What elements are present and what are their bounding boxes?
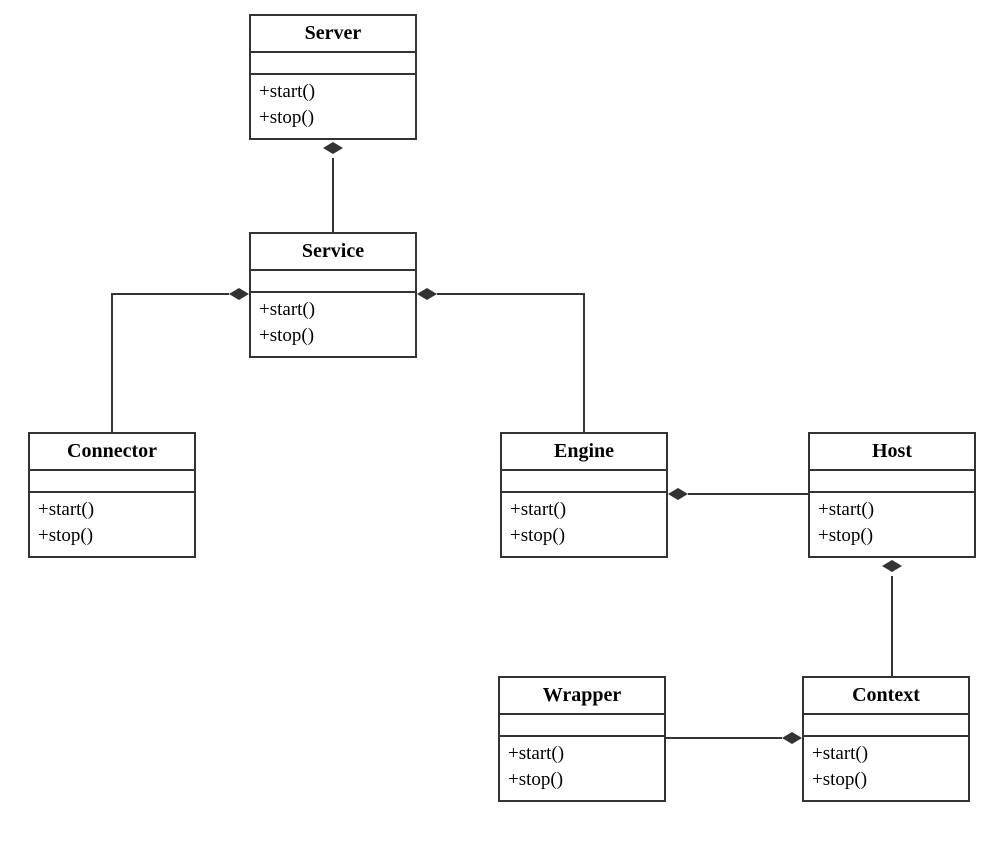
composition-diamond-icon bbox=[782, 732, 802, 744]
composition-diamond-icon bbox=[668, 488, 688, 500]
class-name: Context bbox=[804, 678, 968, 715]
class-name: Server bbox=[251, 16, 415, 53]
class-engine: Engine +start() +stop() bbox=[500, 432, 668, 558]
operation: +start() bbox=[812, 741, 960, 767]
class-attributes bbox=[251, 271, 415, 293]
operation: +stop() bbox=[818, 523, 966, 549]
class-context: Context +start() +stop() bbox=[802, 676, 970, 802]
class-attributes bbox=[500, 715, 664, 737]
class-operations: +start() +stop() bbox=[810, 493, 974, 556]
association-line bbox=[112, 294, 229, 432]
class-operations: +start() +stop() bbox=[804, 737, 968, 800]
operation: +start() bbox=[259, 297, 407, 323]
operation: +stop() bbox=[38, 523, 186, 549]
operation: +start() bbox=[508, 741, 656, 767]
class-connector: Connector +start() +stop() bbox=[28, 432, 196, 558]
composition-diamond-icon bbox=[229, 288, 249, 300]
class-attributes bbox=[30, 471, 194, 493]
class-host: Host +start() +stop() bbox=[808, 432, 976, 558]
class-name: Engine bbox=[502, 434, 666, 471]
association-line bbox=[437, 294, 584, 432]
class-operations: +start() +stop() bbox=[30, 493, 194, 556]
operation: +stop() bbox=[510, 523, 658, 549]
class-attributes bbox=[804, 715, 968, 737]
operation: +start() bbox=[259, 79, 407, 105]
operation: +stop() bbox=[259, 323, 407, 349]
class-service: Service +start() +stop() bbox=[249, 232, 417, 358]
class-wrapper: Wrapper +start() +stop() bbox=[498, 676, 666, 802]
operation: +stop() bbox=[508, 767, 656, 793]
operation: +start() bbox=[818, 497, 966, 523]
class-name: Service bbox=[251, 234, 415, 271]
class-server: Server +start() +stop() bbox=[249, 14, 417, 140]
operation: +start() bbox=[510, 497, 658, 523]
composition-diamond-icon bbox=[882, 560, 902, 572]
operation: +stop() bbox=[259, 105, 407, 131]
class-operations: +start() +stop() bbox=[251, 293, 415, 356]
class-operations: +start() +stop() bbox=[502, 493, 666, 556]
composition-diamond-icon bbox=[417, 288, 437, 300]
class-attributes bbox=[810, 471, 974, 493]
composition-diamond-icon bbox=[323, 142, 343, 154]
class-name: Host bbox=[810, 434, 974, 471]
class-name: Wrapper bbox=[500, 678, 664, 715]
class-attributes bbox=[251, 53, 415, 75]
class-attributes bbox=[502, 471, 666, 493]
class-operations: +start() +stop() bbox=[500, 737, 664, 800]
class-operations: +start() +stop() bbox=[251, 75, 415, 138]
operation: +start() bbox=[38, 497, 186, 523]
operation: +stop() bbox=[812, 767, 960, 793]
class-name: Connector bbox=[30, 434, 194, 471]
